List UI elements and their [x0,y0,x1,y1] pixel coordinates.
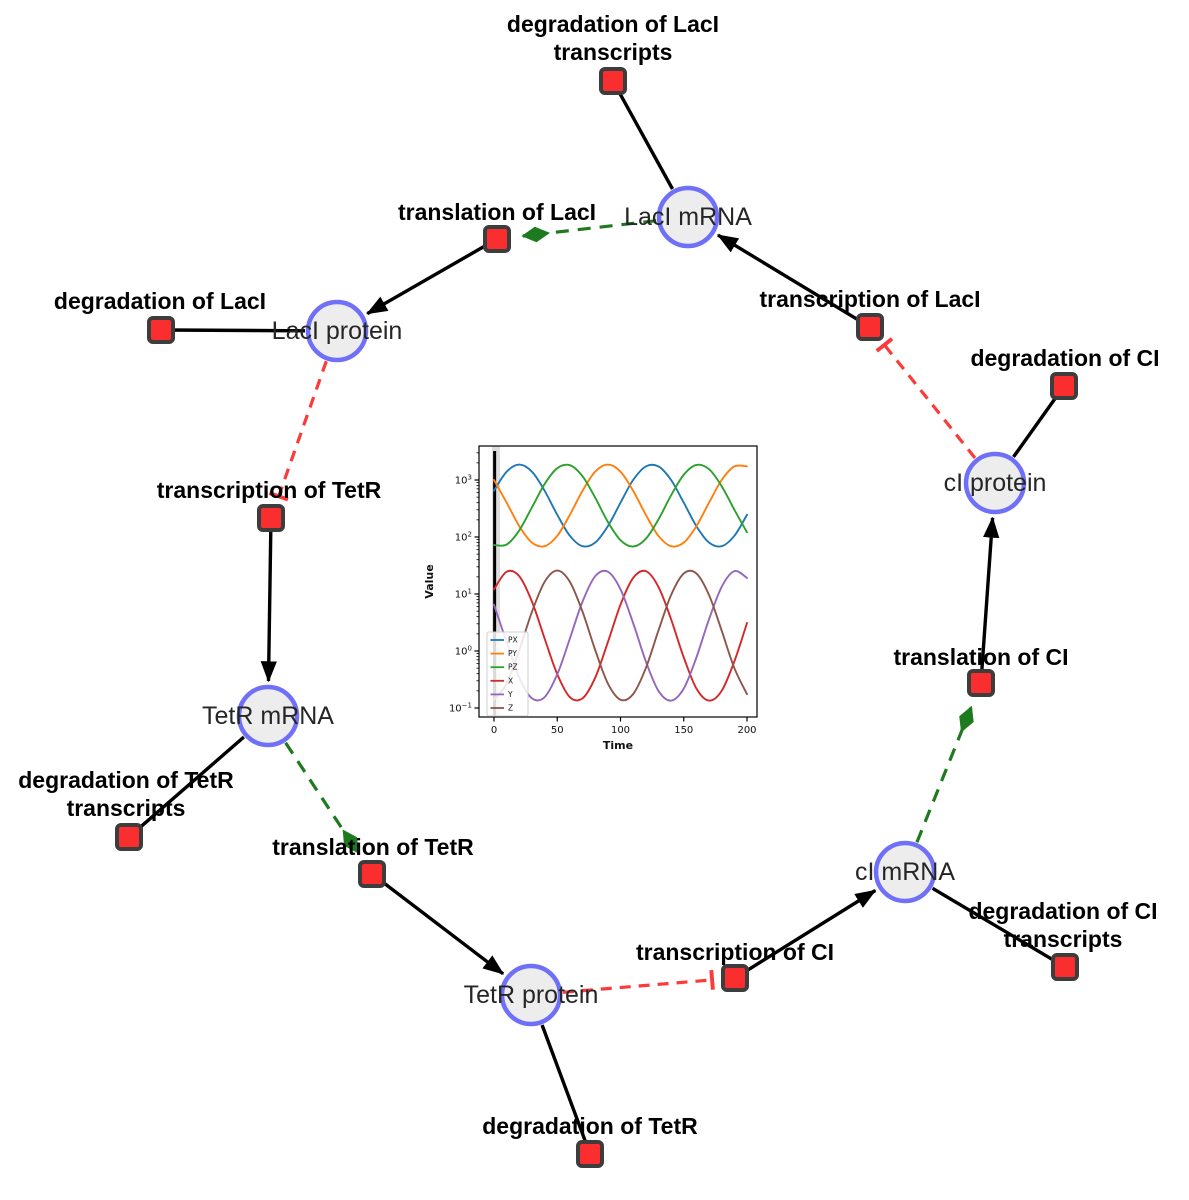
species-node-ci_protein [963,451,1027,515]
species-node-ci_mrna [873,840,937,904]
edge-ci_mrna-translation_ci-modifier [915,705,974,843]
legend-label-X: X [508,676,513,685]
edge-ci_protein-transcription_laci-inhibition [875,337,977,460]
x-tick-label: 50 [551,725,564,736]
reaction-node-transcription_tetr [257,504,285,532]
reaction-node-deg_laci [147,316,175,344]
x-tick-label: 100 [611,725,630,736]
reaction-node-translation_laci [483,225,511,253]
reaction-node-deg_tetr_tx [115,823,143,851]
reaction-label-deg_laci-line0: degradation of LacI [54,288,266,314]
edge-laci_protein-deg_laci-consumption [165,328,306,333]
nodes-layer: degradation of LacItranscriptstranslatio… [18,11,1160,1168]
series-line-PX [493,463,748,548]
edge-translation_laci-laci_protein-production [366,240,494,316]
reaction-label-transcription_tetr-line0: transcription of TetR [157,477,382,503]
reaction-node-translation_tetr [358,860,386,888]
species-node-tetr_mrna [236,684,300,748]
reaction-label-deg_ci_tx-line1: transcripts [1004,926,1123,952]
edge-ci_protein-deg_ci-consumption [1012,389,1063,458]
reaction-label-translation_laci-line0: translation of LacI [398,199,596,225]
inset-time-series-chart: 0 50 100 150 200 10−1 100 101 102 103 Time Value PX P… [425,445,758,752]
reaction-node-deg_laci_tx [599,67,627,95]
reaction-node-translation_ci [967,669,995,697]
edge-tetr_protein-transcription_ci-inhibition [562,969,715,994]
y-tick-label: 102 [455,531,472,544]
species-node-tetr_protein [499,963,563,1027]
legend-label-Z: Z [508,704,513,713]
edge-laci_mrna-deg_laci_tx-consumption [613,84,674,190]
edge-transcription_tetr-tetr_mrna-production [260,522,277,683]
reaction-node-deg_ci_tx [1051,953,1079,981]
edge-laci_protein-transcription_tetr-inhibition [268,360,328,502]
series-line-PY [493,463,748,548]
species-node-laci_mrna [656,185,720,249]
x-axis-label: Time [603,739,633,752]
reaction-label-deg_tetr_tx-line1: transcripts [67,795,186,821]
reaction-label-transcription_laci-line0: transcription of LacI [759,286,980,312]
y-tick-label: 103 [455,474,472,487]
species-label-ci_mrna: cI mRNA [855,858,955,886]
species-label-laci_mrna: LacI mRNA [624,203,752,231]
edge-tetr_protein-deg_tetr-consumption [540,1024,590,1150]
y-tick-label: 10−1 [449,702,472,715]
edge-translation_ci-ci_protein-production [979,516,1000,679]
series-line-Z [493,569,748,702]
y-tick-label: 101 [455,588,472,601]
reaction-label-deg_tetr_tx-line0: degradation of TetR [18,767,234,793]
reaction-label-deg_ci-line0: degradation of CI [970,345,1159,371]
reaction-node-deg_tetr [576,1140,604,1168]
series-line-PZ [493,463,748,548]
species-label-tetr_mrna: TetR mRNA [202,702,334,730]
species-label-ci_protein: cI protein [944,469,1047,497]
species-label-laci_protein: LacI protein [272,317,403,345]
legend-label-PX: PX [508,636,518,645]
edges-layer [131,84,1063,1150]
species-label-tetr_protein: TetR protein [464,981,599,1009]
series-line-Y [493,569,748,702]
edge-ci_mrna-deg_ci_tx-consumption [931,886,1062,966]
species-node-laci_protein [305,299,369,363]
reaction-label-deg_laci_tx-line1: transcripts [554,39,673,65]
legend-label-PZ: PZ [508,663,518,672]
x-tick-label: 150 [674,725,693,736]
edge-transcription_ci-ci_mrna-production [738,889,877,977]
reaction-label-translation_ci-line0: translation of CI [893,644,1068,670]
x-tick-label: 200 [737,725,756,736]
reaction-label-deg_tetr-line0: degradation of TetR [482,1113,698,1139]
x-tick-label: 0 [491,725,497,736]
plot-frame [478,445,758,718]
legend-label-Y: Y [507,690,513,699]
reaction-node-transcription_ci [721,964,749,992]
y-tick-label: 100 [455,645,472,658]
reaction-node-transcription_laci [856,313,884,341]
reaction-label-deg_ci_tx-line0: degradation of CI [968,898,1157,924]
edge-laci_mrna-translation_laci-modifier [521,219,657,243]
edge-translation_tetr-tetr_protein-production [374,875,505,976]
edge-transcription_laci-laci_mrna-production [716,233,867,326]
series-line-X [493,569,748,702]
reaction-label-transcription_ci-line0: transcription of CI [636,939,834,965]
reaction-label-translation_tetr-line0: translation of TetR [272,834,474,860]
y-axis-label: Value [425,564,436,598]
legend-label-PY: PY [508,649,517,658]
edge-tetr_mrna-deg_tetr_tx-consumption [131,735,246,835]
reaction-node-deg_ci [1050,372,1078,400]
reaction-label-deg_laci_tx-line0: degradation of LacI [507,11,719,37]
